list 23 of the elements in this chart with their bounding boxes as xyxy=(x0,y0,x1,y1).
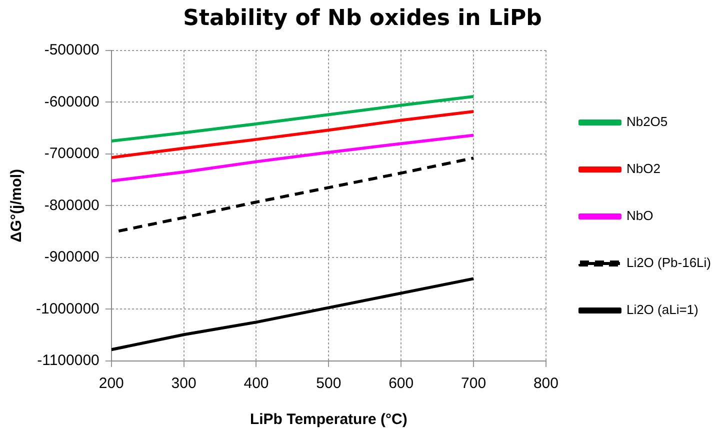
x-tick-label: 800 xyxy=(533,375,558,392)
legend-label: Nb2O5 xyxy=(626,114,668,130)
x-tick-label: 500 xyxy=(316,375,342,392)
x-tick-label: 400 xyxy=(244,375,269,392)
y-tick-label: -600000 xyxy=(44,93,100,110)
legend-label: NbO2 xyxy=(626,161,660,176)
legend-label: Li2O (Pb-16Li) xyxy=(626,255,712,270)
legend-label: NbO xyxy=(626,208,654,224)
y-tick-label: -700000 xyxy=(44,145,100,162)
x-axis-title: LiPb Temperature (°C) xyxy=(250,411,408,428)
y-axis-title: ΔG°(j/mol) xyxy=(8,168,26,242)
y-tick-label: -1100000 xyxy=(37,352,100,370)
y-tick-label: -900000 xyxy=(44,248,100,266)
chart-title: Stability of Nb oxides in LiPb xyxy=(183,6,542,31)
legend-label: Li2O (aLi=1) xyxy=(626,302,698,318)
y-tick-label: -500000 xyxy=(44,42,100,59)
x-tick-label: 600 xyxy=(388,375,414,392)
y-tick-label: -800000 xyxy=(44,196,100,214)
x-tick-label: 200 xyxy=(98,375,124,392)
y-tick-label: -1000000 xyxy=(36,300,100,318)
line-series xyxy=(117,156,476,233)
x-tick-label: 300 xyxy=(171,375,196,392)
x-tick-label: 700 xyxy=(461,375,486,392)
